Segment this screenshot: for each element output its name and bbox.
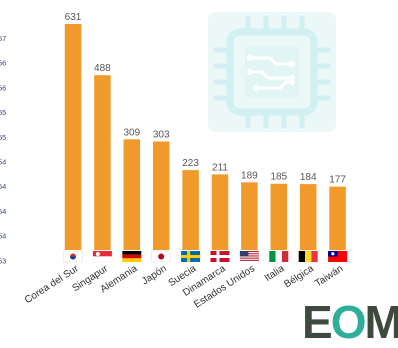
singapore-flag	[92, 251, 113, 263]
axis-fragment-label: 57	[0, 34, 6, 43]
bar-value-label: 631	[65, 12, 82, 23]
bar	[94, 75, 111, 250]
bar	[182, 170, 199, 250]
bar-value-label: 211	[212, 162, 228, 173]
axis-fragment-label: 54	[0, 182, 6, 191]
category-label: Taiwán	[313, 263, 345, 289]
united-states-flag	[239, 251, 259, 262]
sweden-flag	[181, 251, 201, 262]
bar-value-label: 189	[241, 170, 258, 181]
bar	[241, 182, 258, 250]
belgium-flag	[298, 251, 318, 262]
bar-value-label: 177	[329, 175, 346, 186]
eom-logo-text: EOM	[302, 296, 398, 343]
axis-fragment-label: 55	[0, 133, 6, 142]
bar	[152, 141, 170, 250]
flags-group	[63, 250, 348, 263]
circuit-chip-icon	[208, 12, 336, 132]
axis-fragment-label: 54	[0, 207, 6, 216]
axis-fragment-label: 54	[0, 158, 6, 167]
bar-value-label: 488	[94, 63, 111, 74]
taiwan-flag	[328, 251, 348, 262]
japan-flag	[151, 250, 171, 263]
eom-logo: EOM	[302, 296, 398, 348]
axis-fragment-label: 56	[0, 59, 6, 68]
bar	[64, 24, 82, 250]
bar-value-label: 184	[300, 172, 317, 183]
left-axis-fragments: 57 56 56 55 55 54 54 54 54 53	[0, 34, 6, 265]
axis-fragment-label: 53	[0, 256, 6, 265]
bar	[123, 139, 141, 250]
category-label: Bélgica	[282, 263, 316, 290]
denmark-flag	[210, 251, 230, 262]
axis-fragment-label: 55	[0, 108, 6, 117]
south-korea-flag	[63, 250, 83, 263]
bar-value-label: 303	[153, 129, 170, 140]
bar-value-label: 309	[123, 127, 140, 138]
bar	[329, 186, 346, 250]
bar-value-label: 185	[270, 172, 287, 183]
value-labels-group: 631 488 309 303 223 211 189 185 184 177	[65, 12, 347, 186]
axis-fragment-label: 54	[0, 232, 6, 241]
germany-flag	[122, 251, 142, 262]
axis-fragment-label: 56	[0, 83, 6, 92]
italy-flag	[269, 251, 289, 262]
bar-value-label: 223	[182, 158, 199, 169]
bar	[211, 174, 229, 250]
bars-group	[64, 24, 346, 250]
bar	[299, 184, 317, 250]
bar	[270, 183, 288, 250]
category-label: Japón	[140, 263, 169, 287]
